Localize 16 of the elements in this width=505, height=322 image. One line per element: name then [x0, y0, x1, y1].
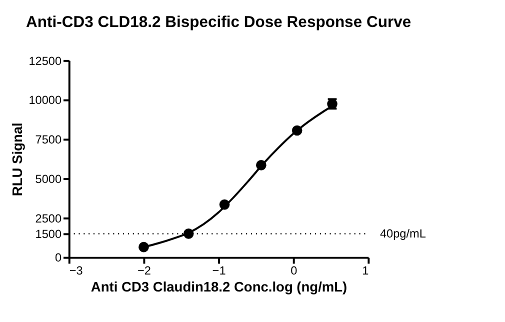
y-tick-label: 1500 [35, 227, 62, 242]
y-tick-label: 7500 [35, 132, 62, 147]
y-tick-label: 0 [54, 250, 62, 265]
x-axis-title: Anti CD3 Claudin18.2 Conc.log (ng/mL) [90, 279, 348, 294]
y-axis-title: RLU Signal [10, 122, 25, 196]
x-tick-label: −3 [69, 264, 84, 278]
y-tick-label: 12500 [28, 54, 62, 68]
x-tick-label: −2 [137, 264, 151, 278]
ref-line-label: 40pg/mL [380, 226, 426, 241]
x-tick-label: −1 [212, 264, 226, 278]
x-tick-label: 1 [362, 264, 369, 278]
y-tick-label: 2500 [35, 211, 62, 226]
chart-title: Anti-CD3 CLD18.2 Bispecific Dose Response Curve [26, 14, 412, 31]
y-tick-label: 10000 [28, 93, 62, 108]
x-tick-label: 0 [290, 264, 298, 278]
y-tick-label: 5000 [35, 172, 62, 186]
